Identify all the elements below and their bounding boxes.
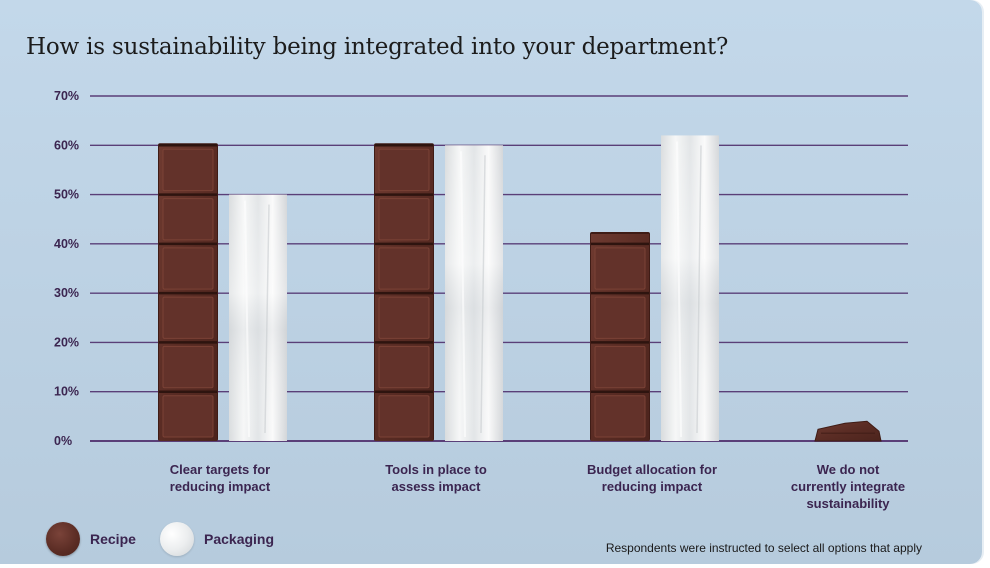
legend-label-recipe: Recipe — [90, 531, 136, 547]
footnote: Respondents were instructed to select al… — [605, 541, 922, 555]
y-tick-label: 60% — [54, 138, 79, 152]
bar-recipe — [590, 232, 650, 441]
legend-item-recipe: Recipe — [46, 522, 136, 556]
y-tick-label: 10% — [54, 385, 79, 399]
x-category-label: Tools in place to assess impact — [385, 462, 487, 494]
bar-packaging — [445, 145, 503, 442]
legend-label-packaging: Packaging — [204, 531, 275, 547]
y-tick-label: 30% — [54, 286, 79, 300]
x-category-label: Clear targets for reducing impact — [170, 462, 271, 494]
y-tick-label: 50% — [54, 188, 79, 202]
bar-recipe — [374, 143, 434, 442]
y-tick-label: 70% — [54, 89, 79, 103]
y-tick-label: 40% — [54, 237, 79, 251]
y-tick-label: 20% — [54, 335, 79, 349]
x-category-label: Budget allocation for reducing impact — [587, 462, 717, 494]
bar-recipe — [814, 420, 882, 442]
x-category-label: We do not currently integrate sustainabili… — [791, 462, 905, 511]
recipe-swatch-icon — [46, 522, 80, 556]
bar-packaging — [229, 194, 287, 441]
packaging-swatch-icon — [160, 522, 194, 556]
y-tick-label: 0% — [54, 434, 72, 448]
bar-chart: 0% 10% 20% 30% 40% 50% 60% 70% Clear targets for… — [54, 89, 908, 511]
bar-packaging — [661, 135, 719, 441]
chart-title: How is sustainability being integrated i… — [26, 34, 729, 60]
bar-recipe — [158, 143, 218, 442]
legend-item-packaging: Packaging — [160, 522, 274, 556]
